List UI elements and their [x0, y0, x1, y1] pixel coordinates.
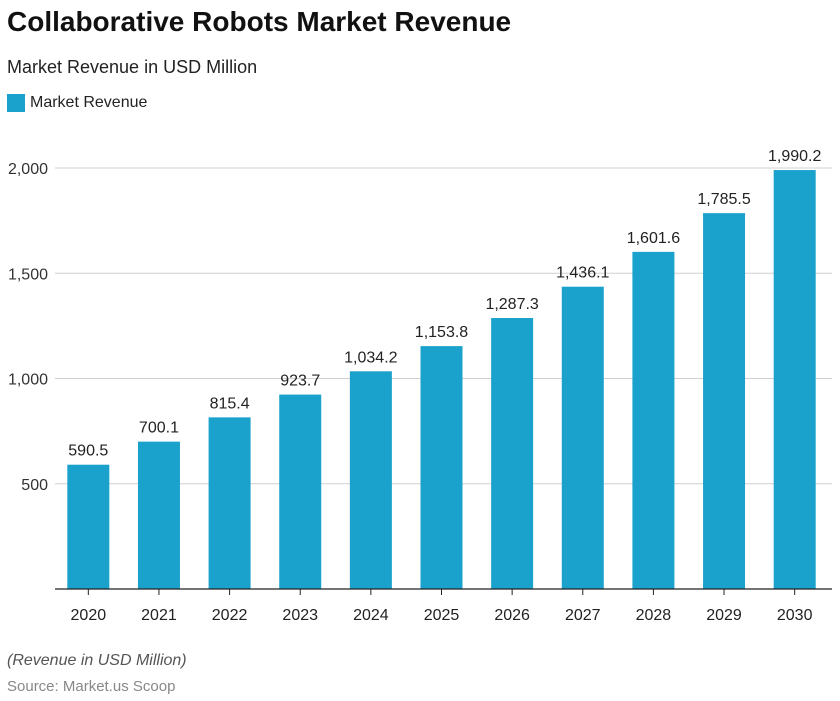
y-tick-label: 500 — [21, 477, 48, 494]
y-tick-label: 2,000 — [8, 161, 48, 178]
x-tick-label: 2020 — [71, 607, 107, 624]
x-tick-label: 2029 — [706, 607, 742, 624]
x-tick-label: 2030 — [777, 607, 813, 624]
data-label: 1,034.2 — [344, 349, 397, 366]
x-tick-label: 2027 — [565, 607, 601, 624]
data-label: 1,785.5 — [697, 191, 750, 208]
x-tick-label: 2026 — [494, 607, 530, 624]
bar — [773, 170, 816, 589]
data-label: 1,601.6 — [627, 230, 680, 247]
chart-source: Source: Market.us Scoop — [7, 678, 176, 695]
chart-note: (Revenue in USD Million) — [7, 652, 187, 669]
bar — [279, 394, 322, 589]
bar — [208, 417, 251, 589]
x-tick-label: 2028 — [636, 607, 672, 624]
x-tick-label: 2021 — [141, 607, 177, 624]
legend-label: Market Revenue — [30, 94, 148, 111]
x-tick-label: 2025 — [424, 607, 460, 624]
bar — [137, 441, 180, 589]
bar — [67, 464, 110, 589]
x-tick-label: 2023 — [282, 607, 318, 624]
data-label: 1,990.2 — [768, 148, 821, 165]
data-label: 923.7 — [280, 373, 320, 390]
y-tick-label: 1,000 — [8, 372, 48, 389]
data-label: 700.1 — [139, 420, 179, 437]
bar — [632, 251, 675, 589]
data-label: 1,436.1 — [556, 265, 609, 282]
bar — [349, 371, 392, 589]
x-tick-label: 2022 — [212, 607, 248, 624]
bar — [491, 318, 534, 589]
data-label: 590.5 — [68, 443, 108, 460]
bar — [561, 286, 604, 589]
data-label: 1,287.3 — [485, 296, 538, 313]
y-tick-label: 1,500 — [8, 266, 48, 283]
bar — [703, 213, 746, 589]
x-tick-label: 2024 — [353, 607, 389, 624]
legend-swatch — [7, 94, 25, 112]
data-label: 815.4 — [210, 395, 250, 412]
chart-title: Collaborative Robots Market Revenue — [7, 6, 512, 37]
data-label: 1,153.8 — [415, 324, 468, 341]
chart-subtitle: Market Revenue in USD Million — [7, 57, 258, 77]
legend: Market Revenue — [7, 94, 147, 112]
bar — [420, 346, 463, 589]
